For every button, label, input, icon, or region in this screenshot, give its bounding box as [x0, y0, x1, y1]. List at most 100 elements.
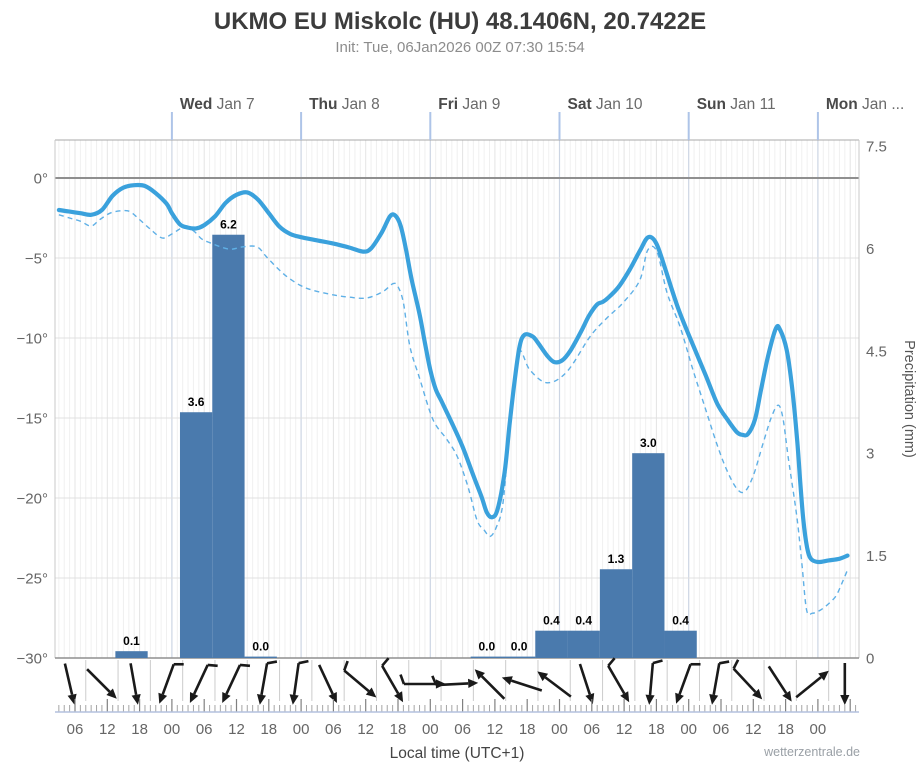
svg-text:18: 18: [390, 721, 407, 738]
svg-text:12: 12: [357, 721, 374, 738]
svg-text:0.0: 0.0: [511, 640, 528, 654]
temperature-path: [56, 182, 850, 565]
svg-text:−20°: −20°: [17, 491, 48, 508]
wind-arrow: [675, 662, 701, 704]
svg-text:7.5: 7.5: [866, 138, 887, 155]
precip-bar: [179, 412, 213, 658]
wind-arrow: [645, 659, 663, 705]
wind-arrow: [343, 660, 377, 698]
svg-text:12: 12: [616, 721, 633, 738]
day-label: Sun Jan 11: [697, 96, 776, 113]
svg-text:12: 12: [745, 721, 762, 738]
chart-subtitle: Init: Tue, 06Jan2026 00Z 07:30 15:54: [335, 39, 584, 56]
wind-arrow: [732, 659, 763, 700]
svg-text:0.4: 0.4: [672, 614, 689, 628]
hour-ruler: [55, 699, 859, 713]
precip-bar: [535, 630, 568, 658]
precip-bar: [664, 630, 697, 658]
precip-value-labels: 0.1 3.6 6.2 0.0 0.0 0.0 0.4 0.4 1.3 3.0 0.4: [123, 218, 689, 654]
svg-text:18: 18: [777, 721, 794, 738]
x-axis-ticks: 06 12 18 00 06 12 18 00 06 12 18 00 06 12 18 00 06 12 18 00…: [67, 721, 827, 738]
precipitation-axis-title: Precipitation (mm): [901, 340, 917, 458]
wind-arrow: [189, 663, 218, 703]
precip-bar: [599, 569, 633, 658]
svg-text:00: 00: [680, 721, 697, 738]
temperature-line: [56, 182, 850, 565]
svg-text:−15°: −15°: [17, 411, 48, 428]
precip-bar: [502, 656, 536, 658]
day-label: Mon Jan ...: [826, 96, 904, 113]
wind-arrow: [289, 659, 309, 705]
svg-text:0.0: 0.0: [252, 640, 269, 654]
wind-arrow: [158, 662, 184, 704]
day-label: Sat Jan 10: [568, 96, 643, 113]
svg-text:−30°: −30°: [17, 651, 48, 668]
dew-point-line: [58, 209, 849, 616]
precip-bar: [470, 656, 503, 658]
svg-text:0.1: 0.1: [123, 634, 140, 648]
precip-bar: [115, 651, 148, 658]
gridlines: [54, 139, 860, 659]
wind-arrow: [474, 669, 506, 700]
svg-text:3: 3: [866, 446, 874, 463]
svg-text:0.0: 0.0: [478, 640, 495, 654]
svg-text:12: 12: [228, 721, 245, 738]
svg-text:06: 06: [325, 721, 342, 738]
svg-text:0.4: 0.4: [543, 614, 560, 628]
svg-text:18: 18: [519, 721, 536, 738]
wind-arrow: [501, 676, 543, 692]
precip-bar: [567, 630, 600, 658]
svg-text:06: 06: [583, 721, 600, 738]
svg-text:00: 00: [551, 721, 568, 738]
svg-text:−25°: −25°: [17, 571, 48, 588]
svg-text:00: 00: [810, 721, 827, 738]
svg-text:06: 06: [67, 721, 84, 738]
svg-text:00: 00: [293, 721, 310, 738]
svg-text:0°: 0°: [34, 171, 48, 188]
svg-text:4.5: 4.5: [866, 343, 887, 360]
svg-text:18: 18: [260, 721, 277, 738]
svg-text:6: 6: [866, 241, 874, 258]
svg-text:6.2: 6.2: [220, 218, 237, 232]
wind-arrow: [840, 663, 850, 705]
wind-arrow: [222, 663, 251, 703]
x-axis-label: Local time (UTC+1): [390, 745, 525, 762]
svg-text:06: 06: [196, 721, 213, 738]
wind-arrow: [431, 675, 479, 688]
svg-text:−5°: −5°: [25, 251, 48, 268]
svg-text:12: 12: [99, 721, 116, 738]
watermark: wetterzentrale.de: [763, 745, 860, 759]
wind-arrow: [380, 657, 404, 703]
wind-arrow: [578, 663, 595, 704]
svg-text:3.0: 3.0: [640, 436, 657, 450]
dew-point-path: [58, 209, 849, 616]
wind-arrow: [317, 664, 337, 703]
svg-text:18: 18: [648, 721, 665, 738]
svg-text:18: 18: [131, 721, 148, 738]
svg-text:3.6: 3.6: [188, 395, 205, 409]
svg-text:1.5: 1.5: [866, 548, 887, 565]
wind-arrow: [86, 668, 117, 699]
wind-arrow: [607, 657, 630, 703]
y-axis-right: 7.5 6 4.5 3 1.5 0: [866, 138, 887, 667]
svg-text:−10°: −10°: [17, 331, 48, 348]
svg-text:1.3: 1.3: [608, 552, 625, 566]
wind-arrow: [129, 663, 141, 705]
day-label: Thu Jan 8: [309, 96, 380, 113]
precip-bar: [632, 453, 665, 658]
day-label: Fri Jan 9: [438, 96, 500, 113]
y-axis-left: 0° −5° −10° −15° −20° −25° −30°: [17, 171, 48, 668]
day-label: Wed Jan 7: [180, 96, 255, 113]
wind-arrow: [795, 670, 829, 699]
svg-text:00: 00: [422, 721, 439, 738]
wind-arrow: [63, 663, 77, 705]
svg-text:06: 06: [713, 721, 730, 738]
wind-arrow: [537, 671, 572, 698]
wind-arrow: [399, 674, 446, 689]
chart-title: UKMO EU Miskolc (HU) 48.1406N, 20.7422E: [214, 8, 706, 35]
svg-text:00: 00: [164, 721, 181, 738]
precip-bar: [212, 234, 245, 658]
wind-arrow: [709, 660, 730, 705]
